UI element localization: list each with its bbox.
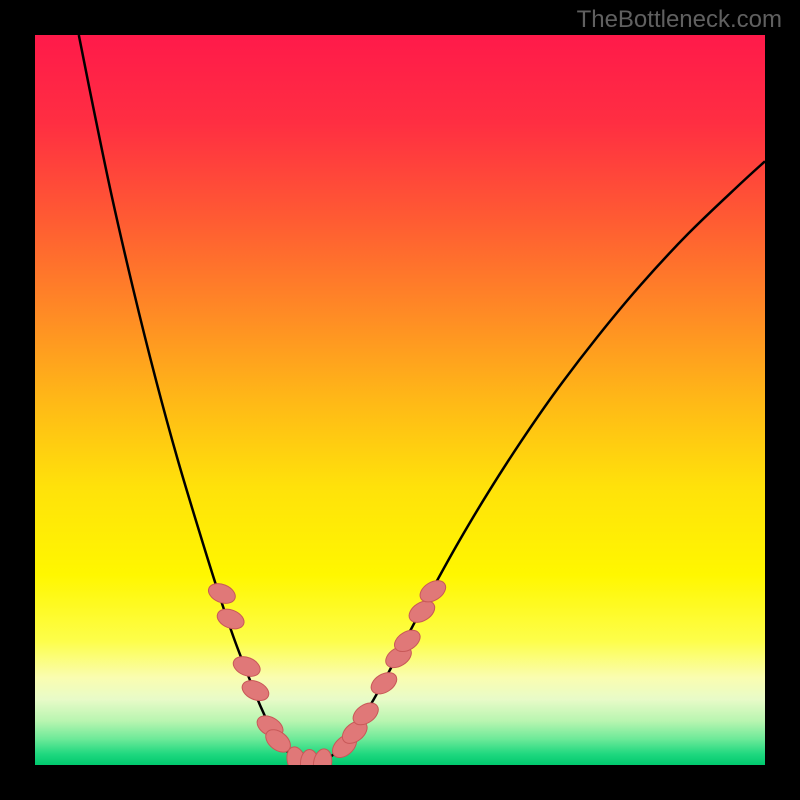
data-marker <box>206 580 239 607</box>
data-marker <box>367 668 400 698</box>
bottleneck-curve <box>79 35 765 764</box>
watermark-text: TheBottleneck.com <box>577 6 782 34</box>
data-marker <box>230 653 263 680</box>
plot-area <box>35 35 765 765</box>
data-markers <box>206 576 450 765</box>
chart-svg <box>35 35 765 765</box>
data-marker <box>239 677 272 705</box>
data-marker <box>214 605 247 632</box>
